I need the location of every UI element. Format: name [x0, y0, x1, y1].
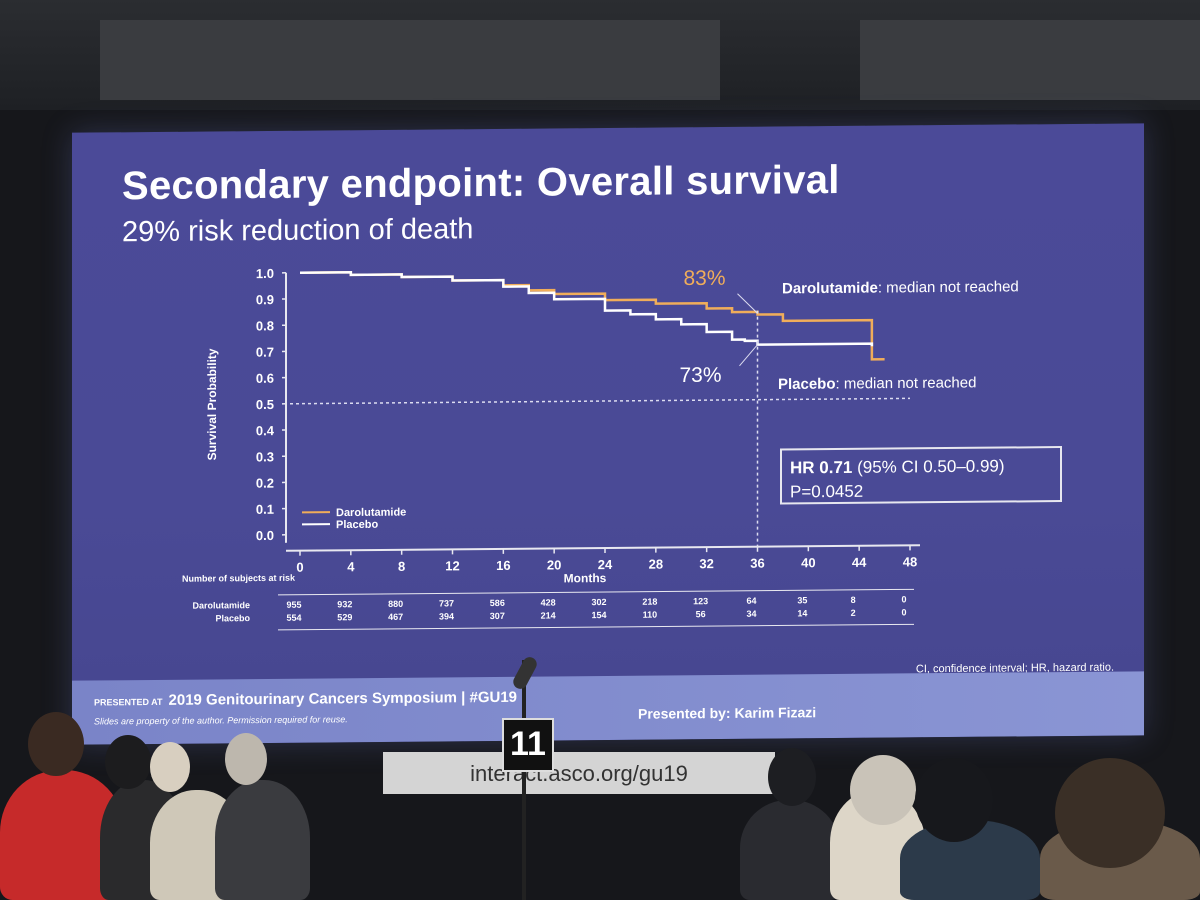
ceiling [0, 0, 1200, 110]
risk-cell: 529 [337, 612, 352, 622]
audience-head [150, 742, 190, 792]
y-tick-label: 0.4 [256, 423, 275, 438]
risk-row-label: Darolutamide [192, 600, 250, 611]
x-tick-label: 4 [347, 559, 355, 574]
y-tick-label: 0.1 [256, 502, 274, 517]
footer-disclaimer: Slides are property of the author. Permi… [94, 714, 348, 727]
risk-cell: 8 [851, 595, 856, 605]
callout-line-darolutamide [737, 293, 758, 314]
x-tick-label: 44 [852, 555, 867, 570]
x-tick-label: 12 [445, 558, 459, 573]
median-reference-line [290, 397, 910, 405]
risk-cell: 932 [337, 599, 352, 609]
audience-head [28, 712, 84, 776]
y-tick-label: 1.0 [256, 266, 274, 281]
x-tick-label: 32 [699, 556, 713, 571]
risk-cell: 554 [286, 613, 301, 623]
y-axis-label: Survival Probability [205, 348, 219, 460]
risk-cell: 0 [901, 594, 906, 604]
footer-symposium-line: PRESENTED AT 2019 Genitourinary Cancers S… [94, 689, 517, 710]
audience-head [1055, 758, 1165, 868]
risk-row-label: Placebo [215, 613, 250, 623]
legend-label-placebo: Placebo [336, 519, 378, 531]
hr-label: HR 0.71 [790, 457, 853, 478]
placebo-percent-label: 73% [680, 364, 722, 387]
risk-cell: 394 [439, 611, 454, 621]
darolutamide-percent-label: 83% [684, 267, 726, 290]
audience-head [850, 755, 916, 825]
x-axis-label: Months [564, 571, 607, 585]
risk-cell: 467 [388, 612, 403, 622]
audience-head [915, 758, 993, 842]
darolutamide-median-note: Darolutamide: median not reached [782, 278, 1019, 297]
y-tick-label: 0.7 [256, 345, 274, 360]
y-tick-label: 0.6 [256, 371, 274, 386]
survival-curve-placebo [300, 270, 874, 347]
y-tick-label: 0.5 [256, 397, 274, 412]
y-tick-label: 0.8 [256, 318, 274, 333]
risk-cell: 110 [643, 610, 658, 620]
y-tick-label: 0.9 [256, 292, 274, 307]
x-tick-label: 36 [750, 556, 764, 571]
symposium-name: 2019 Genitourinary Cancers Symposium | #… [168, 688, 518, 709]
risk-cell: 14 [797, 608, 807, 618]
risk-cell: 428 [541, 597, 556, 607]
projection-screen: Secondary endpoint: Overall survival 29%… [72, 123, 1144, 745]
risk-cell: 64 [746, 596, 756, 606]
audience-head [105, 735, 151, 789]
audience-head [768, 748, 816, 806]
url-banner: interact.asco.org/gu19 [383, 752, 775, 794]
x-tick-label: 20 [547, 557, 561, 572]
x-tick-label: 16 [496, 558, 510, 573]
risk-cell: 123 [693, 596, 708, 606]
risk-cell: 35 [797, 595, 807, 605]
audience-person [740, 800, 840, 900]
x-axis [286, 544, 920, 552]
x-tick-label: 0 [296, 560, 303, 575]
p-value: P=0.0452 [790, 481, 864, 502]
risk-table-title: Number of subjects at risk [182, 573, 296, 584]
risk-cell: 218 [642, 597, 657, 607]
hr-ci: (95% CI 0.50–0.99) [852, 456, 1005, 477]
risk-cell: 586 [490, 598, 505, 608]
risk-cell: 214 [541, 610, 556, 620]
x-tick-label: 28 [649, 557, 663, 572]
risk-table-line [278, 588, 914, 596]
presented-at-label: PRESENTED AT [94, 696, 163, 708]
microphone-stand [522, 660, 526, 900]
y-tick-label: 0.0 [256, 528, 274, 543]
slide-footer: PRESENTED AT 2019 Genitourinary Cancers S… [72, 671, 1144, 745]
risk-cell: 302 [591, 597, 606, 607]
x-tick-label: 24 [598, 557, 613, 572]
y-tick-label: 0.2 [256, 476, 274, 491]
audience-head [225, 733, 267, 785]
risk-table-line [278, 623, 914, 631]
x-tick-label: 40 [801, 555, 815, 570]
risk-cell: 56 [696, 609, 706, 619]
risk-cell: 34 [746, 609, 756, 619]
placebo-median-note: Placebo: median not reached [778, 374, 976, 393]
audience-person [215, 780, 310, 900]
legend-label-darolutamide: Darolutamide [336, 506, 406, 519]
risk-cell: 0 [901, 607, 906, 617]
hazard-ratio-box: HR 0.71 (95% CI 0.50–0.99) P=0.0452 [780, 446, 1062, 505]
risk-cell: 955 [286, 600, 301, 610]
x-tick-label: 8 [398, 559, 405, 574]
callout-line-placebo [739, 344, 758, 367]
y-tick-label: 0.3 [256, 449, 274, 464]
survival-chart: 0.0 0.1 0.2 0.3 0.4 0.5 0.6 0.7 0.8 0.9 1.0 Surviva… [182, 266, 1019, 631]
ceiling-panel [860, 20, 1200, 100]
risk-cell: 2 [851, 608, 856, 618]
risk-cell: 737 [439, 598, 454, 608]
risk-cell: 154 [591, 610, 606, 620]
risk-cell: 307 [490, 611, 505, 621]
x-tick-label: 48 [903, 554, 917, 569]
ceiling-panel [100, 20, 720, 100]
lectern-number-sign: 11 [502, 718, 554, 772]
footer-presenter: Presented by: Karim Fizazi [638, 704, 817, 722]
risk-cell: 880 [388, 599, 403, 609]
